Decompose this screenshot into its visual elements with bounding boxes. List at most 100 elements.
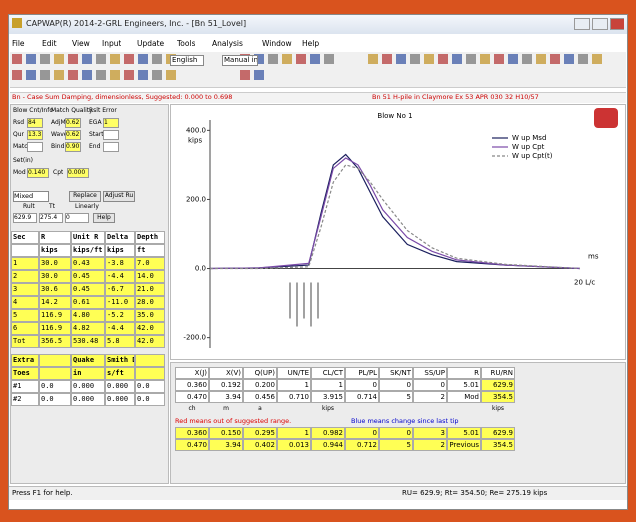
table-cell: 0.0 <box>39 393 71 406</box>
field-value[interactable] <box>27 142 43 152</box>
table-cell: R <box>39 231 71 244</box>
toolbar-button[interactable] <box>466 54 476 64</box>
field-value[interactable] <box>103 130 119 140</box>
menu-item[interactable]: Update <box>137 39 165 48</box>
toolbar-button[interactable] <box>138 54 148 64</box>
toolbar-button[interactable] <box>12 54 22 64</box>
toolbar-button[interactable] <box>166 70 176 80</box>
mode-dropdown[interactable]: Mixed <box>13 191 49 202</box>
field-value[interactable]: 0.62 <box>65 130 81 140</box>
toolbar-button[interactable] <box>68 54 78 64</box>
ru-value[interactable]: 275.4 <box>39 213 63 223</box>
toolbar-button[interactable] <box>494 54 504 64</box>
menu-item[interactable]: Input <box>102 39 122 48</box>
toolbar-button[interactable] <box>124 70 134 80</box>
toolbar-button[interactable] <box>68 70 78 80</box>
menu-item[interactable]: View <box>72 39 90 48</box>
result-cell: 0.470 <box>175 439 209 451</box>
toolbar-button[interactable] <box>508 54 518 64</box>
menu-item[interactable]: Help <box>302 39 320 48</box>
toolbar-button[interactable] <box>564 54 574 64</box>
toolbar-button[interactable] <box>368 54 378 64</box>
toolbar-button[interactable] <box>592 54 602 64</box>
toolbar-button[interactable] <box>96 70 106 80</box>
table-cell <box>39 354 71 367</box>
toolbar-button[interactable] <box>40 54 50 64</box>
result-cell: SK/NT <box>379 367 413 379</box>
toolbar-button[interactable] <box>282 54 292 64</box>
ru-value[interactable]: 0 <box>65 213 89 223</box>
field-value[interactable]: 0.140 <box>27 168 49 178</box>
toolbar-button[interactable] <box>152 70 162 80</box>
toolbar-button[interactable] <box>310 54 320 64</box>
status-left: Press F1 for help. <box>12 489 73 497</box>
table-cell: -11.0 <box>105 296 135 309</box>
button[interactable]: Replace <box>69 191 101 202</box>
toolbar-button[interactable] <box>296 54 306 64</box>
menu-item[interactable]: Edit <box>42 39 57 48</box>
toolbar-button[interactable] <box>452 54 462 64</box>
menu-item[interactable]: Analysis <box>212 39 243 48</box>
toolbar-button[interactable] <box>82 54 92 64</box>
toolbar-button[interactable] <box>152 54 162 64</box>
toolbar-button[interactable] <box>40 70 50 80</box>
toolbar-button[interactable] <box>536 54 546 64</box>
toolbar-button[interactable] <box>240 70 250 80</box>
field-value[interactable]: 1 <box>103 118 119 128</box>
toolbar-button[interactable] <box>54 54 64 64</box>
field-label: AdjM <box>51 119 66 126</box>
field-value[interactable] <box>103 142 119 152</box>
toolbar-button[interactable] <box>438 54 448 64</box>
menu-item[interactable]: Tools <box>177 39 196 48</box>
language-select[interactable]: English <box>170 55 204 66</box>
y-tick-label: 0.0 <box>195 265 206 273</box>
toolbar-button[interactable] <box>110 54 120 64</box>
toolbar-button[interactable] <box>96 54 106 64</box>
toolbar-button[interactable] <box>268 54 278 64</box>
toolbar-button[interactable] <box>110 70 120 80</box>
menu-item[interactable]: File <box>12 39 25 48</box>
toolbar-button[interactable] <box>254 54 264 64</box>
table-cell: -4.4 <box>105 270 135 283</box>
result-cell: 0.150 <box>209 427 243 439</box>
toolbar-button[interactable] <box>124 54 134 64</box>
toolbar-button[interactable] <box>12 70 22 80</box>
field-value[interactable]: 13.3 <box>27 130 43 140</box>
toolbar-button[interactable] <box>396 54 406 64</box>
toolbar-button[interactable] <box>82 70 92 80</box>
chart: Blow No 1 400.0 200.0 0.0 -200.0 kips ms 20 L/c… <box>183 112 599 348</box>
result-cell: 0 <box>345 427 379 439</box>
table-cell: 0.45 <box>71 270 105 283</box>
toolbar-button[interactable] <box>522 54 532 64</box>
y-tick-label: 200.0 <box>186 195 206 203</box>
field-value[interactable]: 0.000 <box>67 168 89 178</box>
table-cell: 356.5 <box>39 335 71 348</box>
button[interactable]: Adjust Ru <box>103 191 135 202</box>
toolbar-button[interactable] <box>54 70 64 80</box>
field-value[interactable]: 0.90 <box>65 142 81 152</box>
result-cell: 3 <box>413 427 447 439</box>
help-button[interactable]: Help <box>93 213 115 223</box>
toolbar-button[interactable] <box>410 54 420 64</box>
toolbar-button[interactable] <box>578 54 588 64</box>
toolbar-button[interactable] <box>550 54 560 64</box>
toolbar-button[interactable] <box>26 70 36 80</box>
field-label: Start <box>89 131 104 138</box>
result-cell: 2 <box>413 391 447 403</box>
mode-select[interactable]: Manual input <box>222 55 258 66</box>
window-controls[interactable] <box>574 18 624 30</box>
toolbar-button[interactable] <box>324 54 334 64</box>
menu-item[interactable]: Window <box>262 39 292 48</box>
toolbar-button[interactable] <box>424 54 434 64</box>
field-label: Qur <box>13 131 24 138</box>
field-value[interactable]: 0.62 <box>65 118 81 128</box>
toolbar-button[interactable] <box>254 70 264 80</box>
toolbar-button[interactable] <box>382 54 392 64</box>
toolbar-button[interactable] <box>480 54 490 64</box>
toolbar-button[interactable] <box>26 54 36 64</box>
ru-value[interactable]: 629.9 <box>13 213 37 223</box>
field-label: Bind <box>51 143 65 150</box>
table-cell: -6.7 <box>105 283 135 296</box>
toolbar-button[interactable] <box>138 70 148 80</box>
field-value[interactable]: 84 <box>27 118 43 128</box>
